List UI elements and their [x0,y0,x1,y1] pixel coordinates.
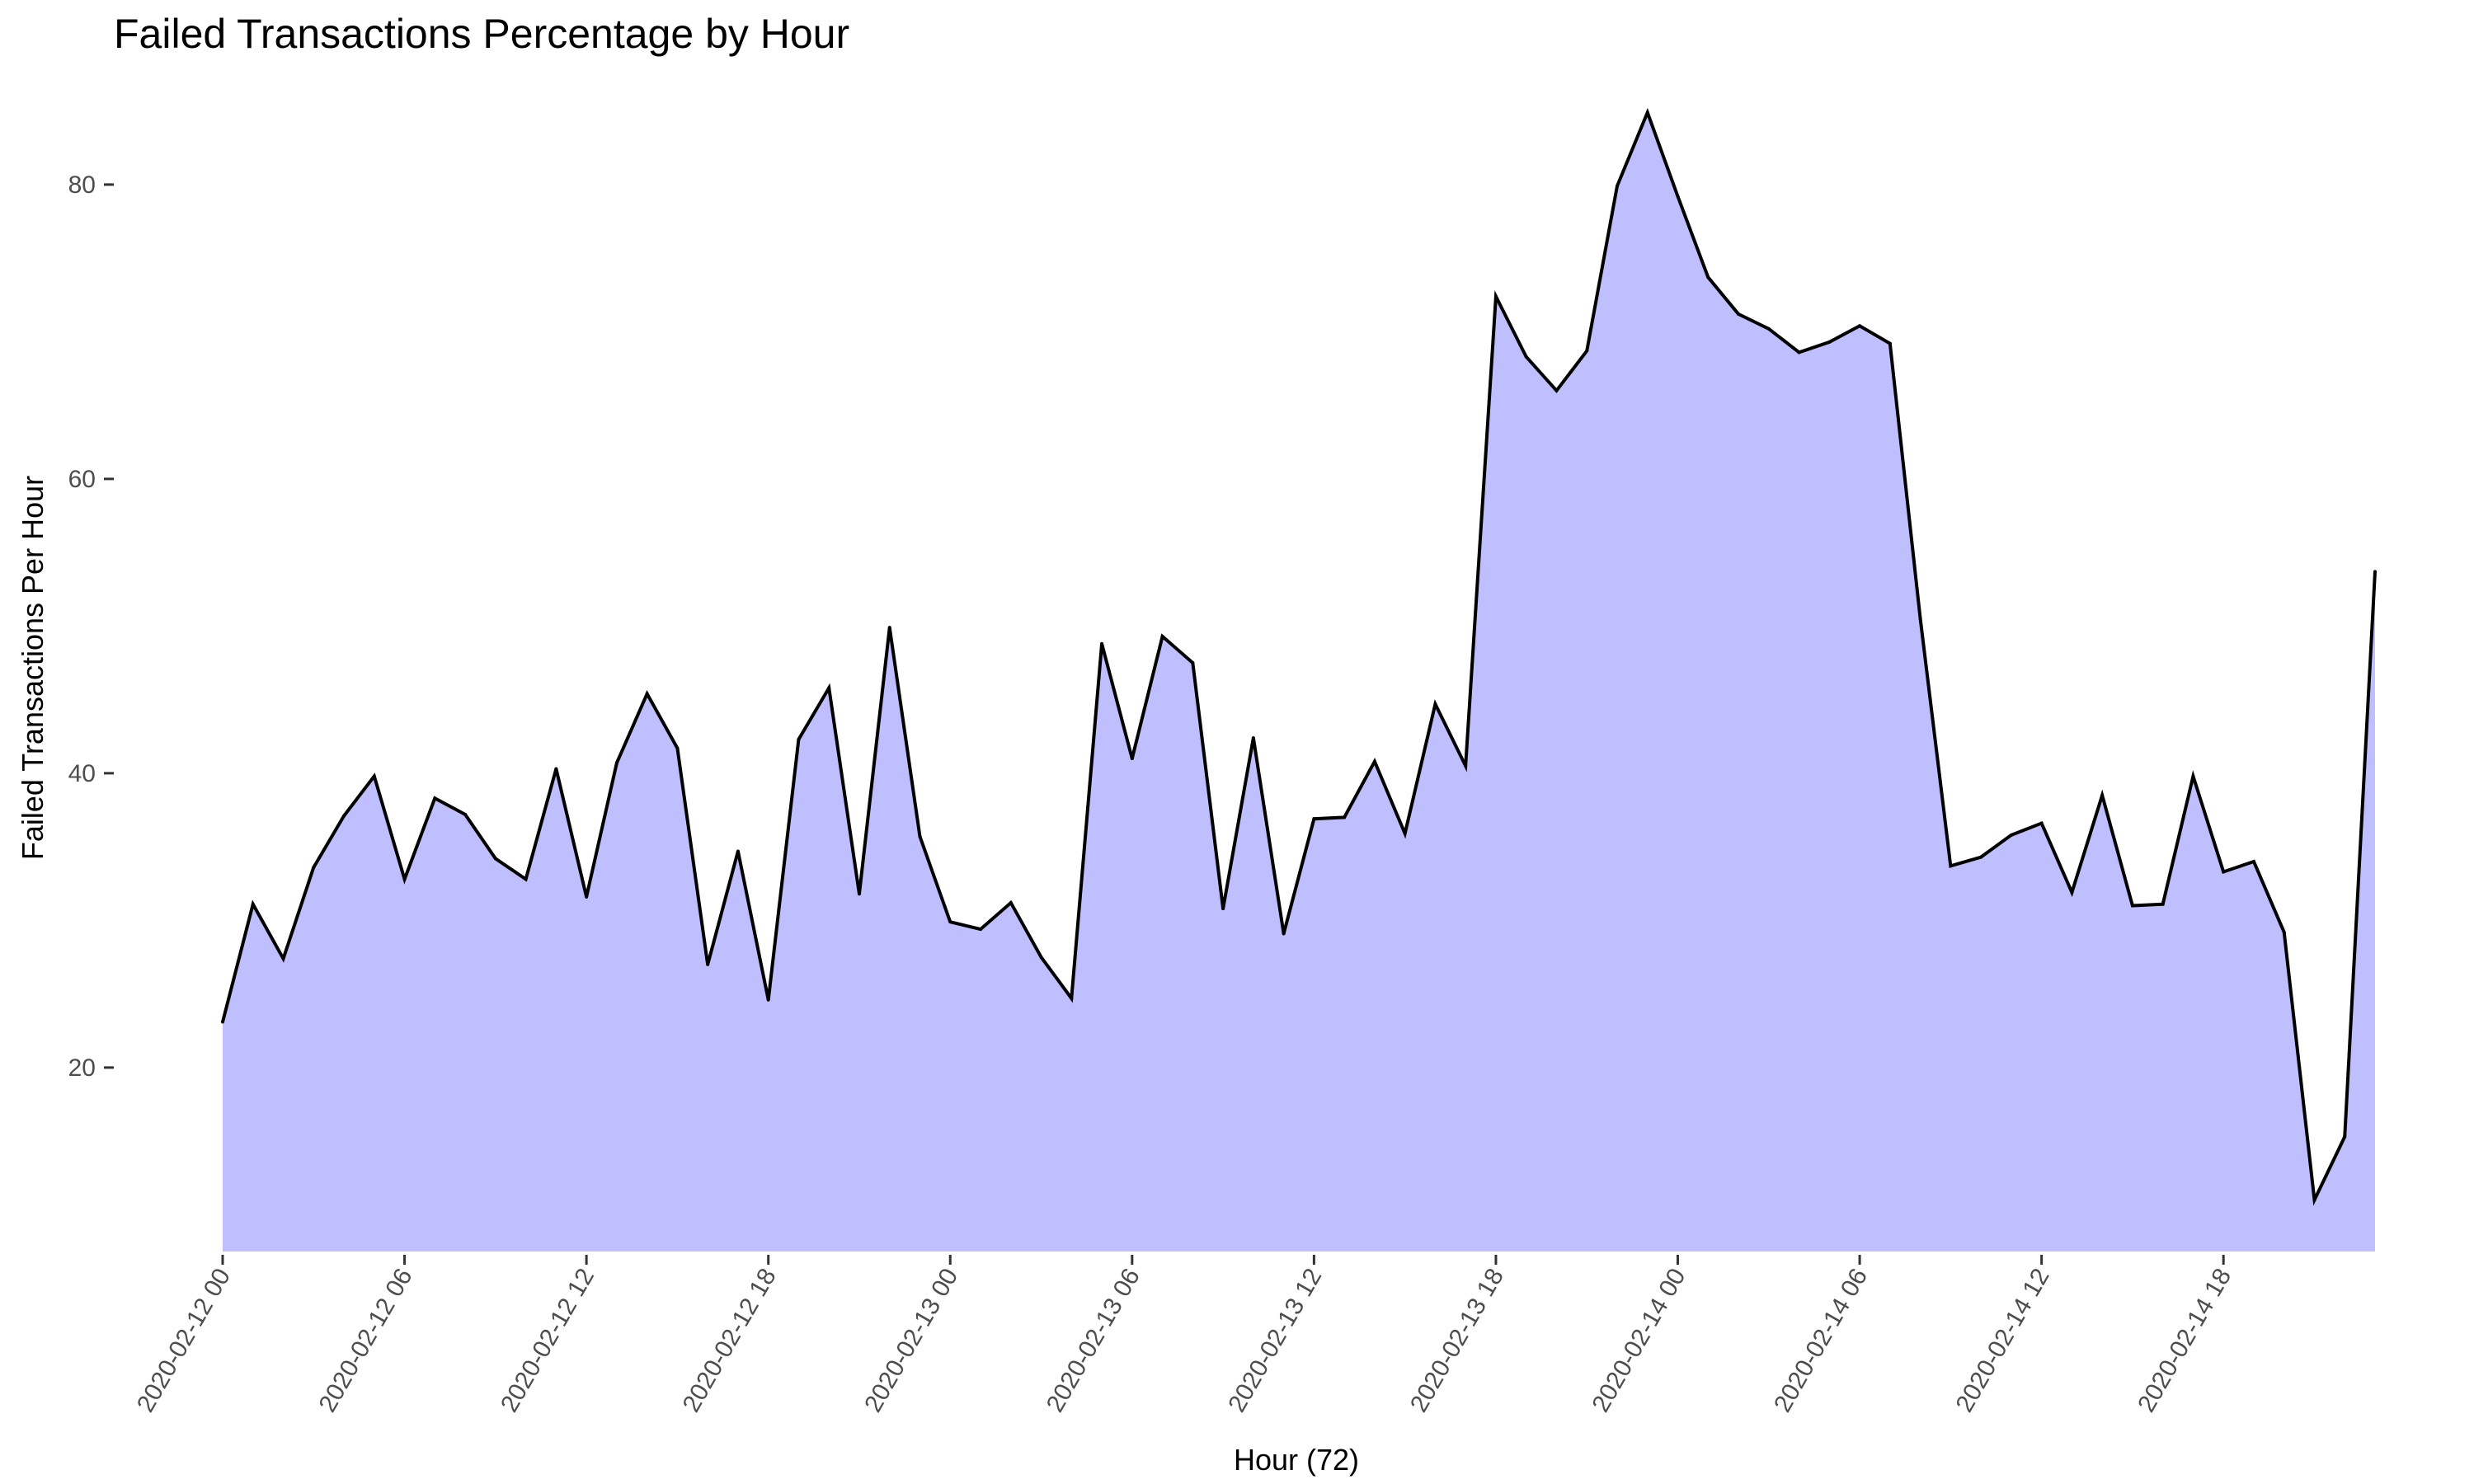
x-tick-label: 2020-02-13 18 [1405,1264,1509,1417]
x-tick-label: 2020-02-13 06 [1042,1264,1145,1417]
data-point [1524,355,1528,359]
data-point [1554,388,1559,392]
data-point [1433,702,1437,706]
data-point [2100,793,2105,797]
data-point [221,1020,224,1024]
data-point [1766,326,1771,331]
data-point [1493,294,1498,298]
x-axis: 2020-02-12 00 2020-02-12 06 2020-02-12 12 2… [132,1255,2236,1417]
x-tick-label: 2020-02-12 00 [132,1264,236,1417]
data-point [585,895,589,899]
data-point [2130,904,2134,908]
data-point [1130,757,1134,761]
x-tick-label: 2020-02-14 18 [2133,1264,2236,1417]
data-point [2251,859,2255,863]
data-point [1251,736,1255,740]
data-point [1918,617,1922,621]
data-point [251,902,255,906]
data-point [2282,930,2286,934]
data-point [1070,996,1074,1000]
data-point [766,998,770,1002]
data-point [2191,774,2195,778]
data-point [1706,275,1710,279]
data-point [402,877,407,881]
x-tick-label: 2020-02-13 12 [1223,1264,1327,1417]
data-point [524,877,528,881]
data-point [1009,900,1013,904]
data-point [1403,832,1407,836]
x-axis-title: Hour (72) [1234,1443,1359,1477]
data-point [2009,833,2013,837]
data-point [1888,341,1892,345]
area-fill [223,112,2375,1252]
data-point [1312,817,1316,821]
y-tick-label: 60 [68,466,96,493]
data-point [1191,661,1195,665]
series-line [221,107,2377,1206]
data-point [675,746,680,750]
y-axis: 20 40 60 80 [68,171,114,1082]
data-point [736,849,740,853]
data-point [1282,932,1286,936]
data-point [1585,349,1589,353]
data-point [797,737,801,741]
x-tick-label: 2020-02-14 12 [1951,1264,2055,1417]
data-point [463,812,468,816]
data-point [1949,864,1953,868]
data-point [312,866,316,870]
data-point [433,796,437,801]
data-point [1979,855,1983,859]
data-point [918,834,922,838]
data-point [1615,184,1619,188]
data-point [1827,340,1832,344]
y-tick-label: 40 [68,760,96,787]
data-point [1464,763,1468,768]
data-point [2039,821,2044,825]
data-point [1372,759,1376,763]
data-point [645,692,649,696]
data-point [281,956,285,960]
data-point [2373,570,2377,574]
data-point [1343,815,1347,819]
x-tick-label: 2020-02-13 00 [859,1264,963,1417]
data-point [2161,902,2165,906]
chart-title: Failed Transactions Percentage by Hour [114,11,850,57]
data-point [342,814,346,818]
data-point [372,774,376,778]
data-point [1100,641,1104,646]
data-point [887,626,891,630]
x-tick-label: 2020-02-14 00 [1587,1264,1691,1417]
data-point [948,920,952,924]
data-point [2070,890,2074,895]
x-tick-label: 2020-02-14 06 [1769,1264,1873,1417]
data-point [979,928,983,932]
data-point [1645,110,1649,115]
data-point [2222,870,2226,874]
y-axis-title: Failed Transactions Per Hour [16,476,49,860]
data-point [2343,1134,2347,1139]
data-point [1737,312,1741,316]
data-point [2312,1198,2316,1202]
x-tick-label: 2020-02-12 12 [496,1264,600,1417]
data-point [614,761,618,765]
data-point [706,962,710,966]
data-point [1797,350,1801,355]
data-point [857,892,861,896]
data-point [1160,634,1164,638]
y-tick-label: 20 [68,1054,96,1082]
data-point [1858,324,1862,328]
x-tick-label: 2020-02-12 06 [313,1264,417,1417]
data-point [1676,195,1680,199]
data-point [554,767,558,771]
data-point [1221,907,1225,911]
data-point [827,686,831,690]
y-tick-label: 80 [68,171,96,199]
plot-area [221,107,2377,1252]
data-point [493,857,497,861]
data-point [1039,956,1043,959]
x-tick-label: 2020-02-12 18 [678,1264,782,1417]
